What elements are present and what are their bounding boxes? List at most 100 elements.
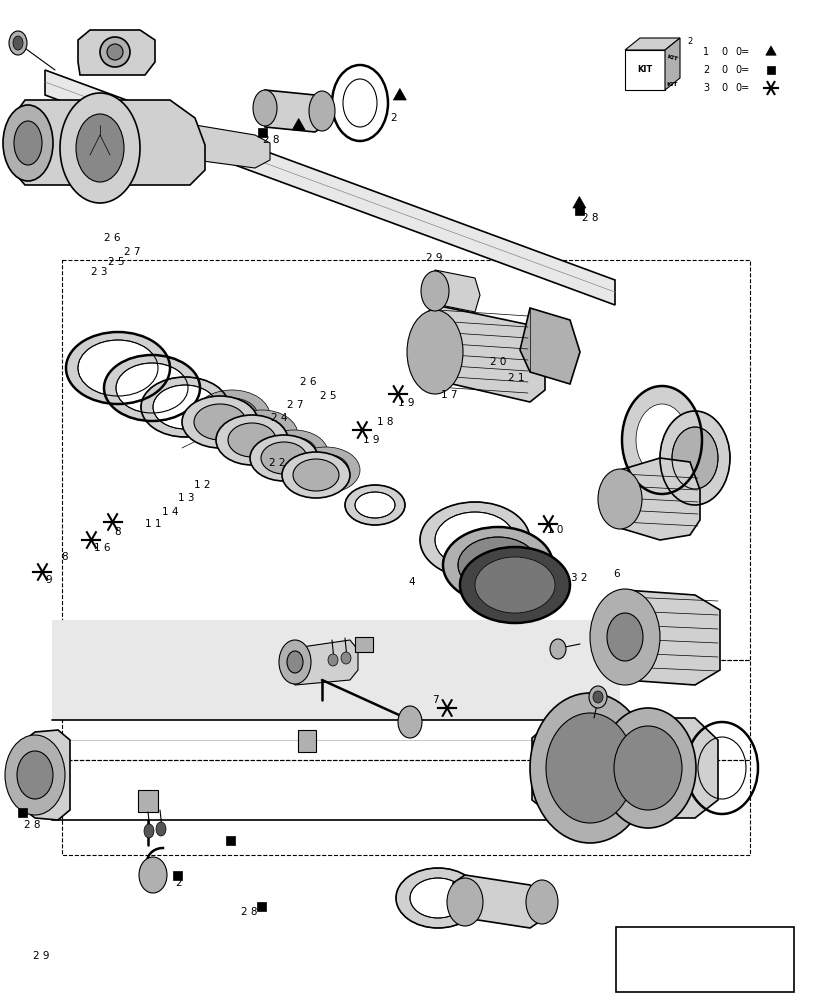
Ellipse shape (9, 31, 27, 55)
Ellipse shape (60, 93, 140, 203)
Text: 3 2: 3 2 (571, 573, 588, 583)
Ellipse shape (598, 469, 642, 529)
Ellipse shape (226, 410, 298, 460)
Text: 1 9: 1 9 (363, 435, 379, 445)
Ellipse shape (309, 91, 335, 131)
Polygon shape (453, 875, 542, 928)
Ellipse shape (194, 404, 246, 440)
Ellipse shape (144, 824, 154, 838)
Ellipse shape (530, 693, 650, 843)
Text: KIT: KIT (667, 82, 677, 87)
Polygon shape (45, 70, 615, 305)
Ellipse shape (341, 652, 351, 664)
Text: 2 8: 2 8 (263, 135, 279, 145)
Ellipse shape (194, 390, 270, 442)
Text: 2: 2 (175, 878, 182, 888)
Ellipse shape (475, 557, 555, 613)
Polygon shape (393, 89, 406, 100)
Polygon shape (22, 730, 70, 820)
Ellipse shape (590, 589, 660, 685)
Text: 1 7: 1 7 (441, 390, 457, 400)
Text: 2 3: 2 3 (91, 267, 108, 277)
Polygon shape (665, 38, 680, 90)
Ellipse shape (216, 415, 288, 465)
Text: 9: 9 (45, 575, 51, 585)
Text: 3: 3 (703, 83, 709, 93)
Text: 2 5: 2 5 (320, 391, 336, 401)
Text: 2 5: 2 5 (108, 257, 124, 267)
Bar (616, 927, 794, 992)
Text: 1 2: 1 2 (194, 480, 211, 490)
Polygon shape (265, 90, 325, 132)
Bar (355, 637, 373, 652)
Text: 4: 4 (408, 577, 415, 587)
Ellipse shape (279, 640, 311, 684)
Text: 8: 8 (61, 552, 68, 562)
Polygon shape (422, 305, 545, 402)
Ellipse shape (410, 878, 466, 918)
Text: 2 0: 2 0 (490, 357, 506, 367)
Text: 2 8: 2 8 (582, 213, 598, 223)
Bar (18, 808, 28, 816)
Text: KIT: KIT (637, 66, 653, 75)
Text: 2 8: 2 8 (24, 820, 41, 830)
Ellipse shape (600, 708, 696, 828)
Text: 2 9: 2 9 (33, 951, 49, 961)
Ellipse shape (550, 639, 566, 659)
Polygon shape (78, 30, 155, 75)
Ellipse shape (156, 822, 166, 836)
Text: 2 9: 2 9 (426, 253, 442, 263)
Text: 8: 8 (114, 527, 121, 537)
Ellipse shape (139, 857, 167, 893)
Text: 2: 2 (390, 113, 397, 123)
Polygon shape (765, 46, 776, 55)
Ellipse shape (526, 880, 558, 924)
Text: 2 6: 2 6 (300, 377, 317, 387)
Text: 2: 2 (687, 37, 693, 46)
Ellipse shape (546, 713, 634, 823)
Text: 1: 1 (703, 47, 709, 57)
Text: 2 8: 2 8 (241, 907, 257, 917)
Ellipse shape (250, 435, 318, 481)
Ellipse shape (622, 386, 702, 494)
Bar (52, 620, 620, 720)
Text: 1 8: 1 8 (377, 417, 393, 427)
Ellipse shape (672, 427, 718, 489)
Bar (173, 870, 183, 880)
Text: 0=: 0= (735, 47, 749, 57)
Bar (298, 730, 316, 752)
Ellipse shape (260, 430, 328, 476)
Ellipse shape (435, 512, 515, 568)
Ellipse shape (396, 868, 480, 928)
Ellipse shape (17, 751, 53, 799)
Polygon shape (605, 590, 720, 685)
Bar (258, 127, 268, 136)
Text: 1 6: 1 6 (94, 543, 110, 553)
Ellipse shape (107, 44, 123, 60)
Polygon shape (573, 196, 586, 208)
Ellipse shape (355, 492, 395, 518)
Ellipse shape (261, 442, 307, 474)
Text: 1 3: 1 3 (178, 493, 194, 503)
Polygon shape (610, 458, 700, 540)
Ellipse shape (660, 411, 730, 505)
Polygon shape (625, 50, 665, 90)
Ellipse shape (3, 105, 53, 181)
Text: 0: 0 (721, 47, 727, 57)
Ellipse shape (253, 90, 277, 126)
Text: 0: 0 (721, 65, 727, 75)
Polygon shape (195, 125, 270, 168)
Ellipse shape (460, 547, 570, 623)
Ellipse shape (14, 121, 42, 165)
Polygon shape (288, 640, 358, 685)
Ellipse shape (328, 654, 338, 666)
Text: 1 0: 1 0 (547, 525, 563, 535)
Text: 1 1: 1 1 (145, 519, 162, 529)
Ellipse shape (447, 878, 483, 926)
Text: 7: 7 (432, 695, 439, 705)
Ellipse shape (100, 37, 130, 67)
Ellipse shape (421, 271, 449, 311)
Polygon shape (292, 118, 305, 130)
Text: 1 4: 1 4 (162, 507, 178, 517)
Ellipse shape (636, 404, 688, 476)
